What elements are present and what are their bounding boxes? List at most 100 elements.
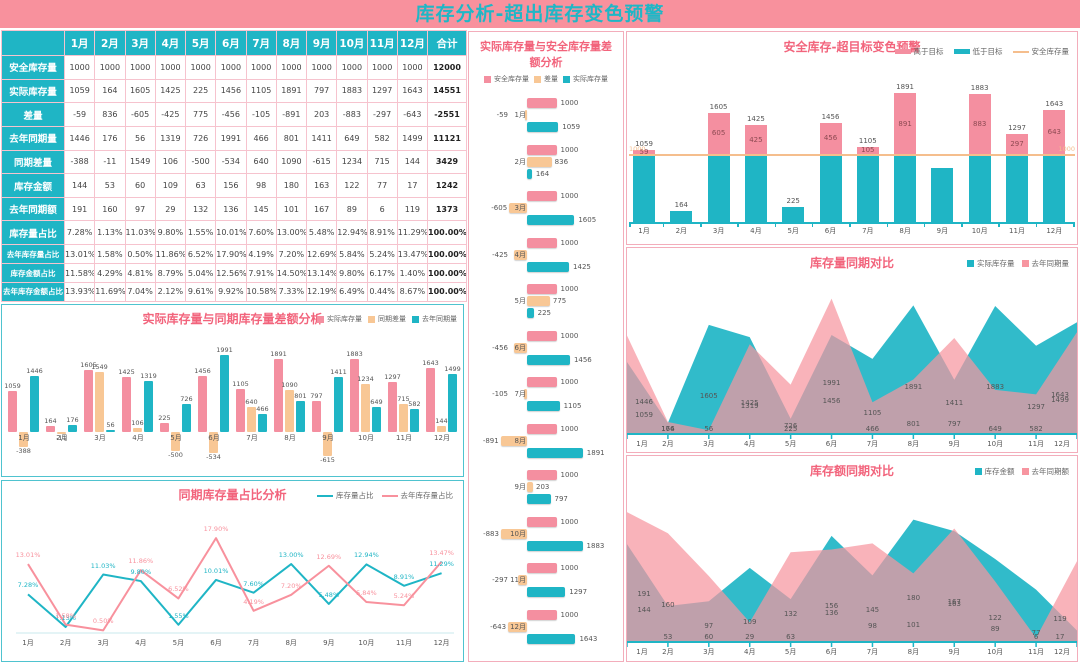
row-header: 去年库存量占比 [1,244,65,265]
category-label: 5月 [172,639,185,647]
point-label: 1425 [740,398,759,407]
value-label: 1059 [4,382,21,391]
legend-item: 库存金额 [974,466,1015,477]
value-label: 649 [370,397,383,406]
category-label: 7月 [866,440,879,448]
value-label: -615 [320,455,335,464]
legend-swatch-teal [563,75,570,83]
value-label: 164 [535,169,550,178]
point-label: 7.28% [17,581,39,590]
legend-swatch-orange [534,75,541,83]
bar [372,406,381,432]
table-cell: 7.33% [275,281,308,303]
value-label: -297 [492,576,508,584]
table-cell: -456 [215,102,247,127]
table-cell: 5.04% [184,263,217,283]
value-label: 1643 [579,634,598,643]
below-target-bar [1043,154,1066,222]
bar [527,215,575,225]
table-cell: -883 [336,102,368,127]
category-label: 9月 [936,227,949,235]
axis-tick [998,222,1000,227]
table-cell: 53 [94,173,126,198]
category-label: 12月 [510,622,526,631]
value-label: 726 [180,394,193,403]
diff-bar [527,156,552,167]
bar [527,516,557,527]
value-label: -883 [483,529,499,538]
table-cell: 1.58% [94,244,126,265]
column-header: 6月 [215,30,247,56]
table-cell: 203 [305,102,338,127]
table-cell: 1425 [154,78,187,104]
value-label: 1090 [281,380,298,389]
table-cell-total: 100.00% [427,281,467,303]
table-cell: 167 [305,196,338,222]
safety-gap-panel: 实际库存量与安全库存量差额分析 安全库存量 差量 实际库存量 1000 1月 -59… [468,31,624,662]
value-label: 1000 [560,517,579,526]
category-label: 3月 [712,227,725,235]
table-cell: 6.49% [336,281,368,303]
table-cell: 836 [94,102,126,127]
table-cell: 6.17% [366,263,398,283]
point-label: 132 [783,610,798,619]
table-cell: 8.67% [396,281,429,303]
value-label: 225 [537,309,551,317]
below-target-bar [819,154,842,222]
category-label: 7月 [247,639,260,647]
bar [68,425,77,432]
table-cell: -388 [63,149,96,175]
table-cell: -59 [63,102,96,127]
category-label: 6月 [514,343,526,352]
table-cell: 5.48% [305,220,338,246]
bar [171,432,180,452]
column-header: 10月 [336,30,368,56]
legend-label: 差量 [544,75,558,83]
bar [182,403,191,432]
point-label: 13.00% [278,551,304,560]
value-label: 56 [106,420,115,429]
category-label: 2月 [662,648,674,656]
value-label: 1000 [560,471,579,479]
table-cell: 11.86% [154,244,187,265]
bar [46,425,55,432]
value-label: -643 [490,622,507,631]
legend-item: 安全库存量 [484,74,529,84]
table-cell: 225 [184,78,217,104]
diff-bar [509,203,527,213]
line-series [27,563,442,629]
point-label: 191 [637,590,651,599]
axis-tick [737,222,739,227]
point-label: 1605 [699,392,718,401]
table-cell: 1000 [154,55,187,80]
table-cell: 1105 [245,78,277,104]
bar [160,423,169,432]
category-label: 7月 [862,227,874,235]
excess-label: 891 [898,119,912,128]
legend-label: 去年同期量 [422,315,457,323]
value-label: 1499 [444,364,461,373]
bar [57,432,66,434]
value-label: 775 [552,297,567,305]
table-cell: 60 [124,173,156,198]
bar [527,633,576,644]
total-label: 225 [786,196,800,205]
column-header: 3月 [124,30,156,56]
point-label: 98 [867,621,877,630]
bar [527,261,570,272]
point-label: 145 [865,605,880,614]
value-label: 1446 [26,367,43,376]
value-label: 1883 [346,350,363,359]
below-target-bar [894,154,917,222]
table-cell: 1000 [336,55,368,80]
chart-title: 同期库存量占比分析 [178,488,287,502]
point-label: 12.69% [316,552,342,561]
category-label: 10月 [987,648,1004,656]
excess-label: 883 [973,119,987,128]
legend-swatch-pink [1021,260,1029,267]
point-label: 801 [906,419,921,428]
column-header: 2月 [94,30,126,56]
total-label: 1891 [896,83,914,92]
table-cell: 1446 [63,125,96,151]
bar [247,407,256,432]
